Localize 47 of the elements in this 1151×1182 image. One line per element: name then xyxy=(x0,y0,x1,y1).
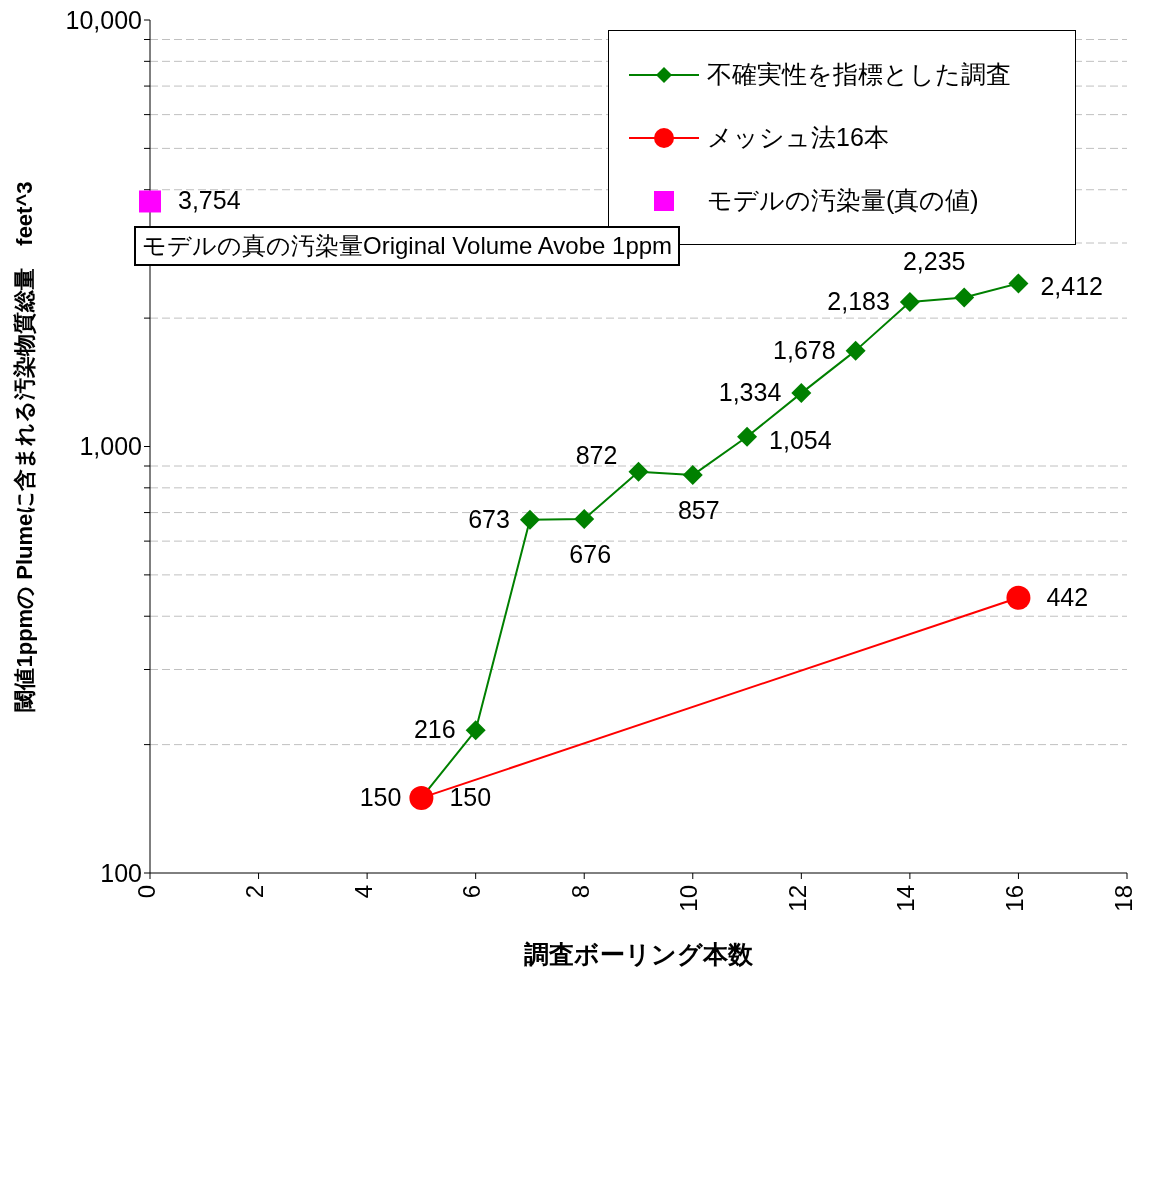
x-tick-label: 12 xyxy=(783,885,811,912)
data-label: 2,183 xyxy=(827,286,890,315)
data-label: 216 xyxy=(413,715,456,744)
data-label: 1,334 xyxy=(718,378,782,407)
point xyxy=(628,461,649,482)
x-tick-label: 14 xyxy=(892,885,920,912)
legend-label: メッシュ法16本 xyxy=(707,122,889,153)
data-label: 1,678 xyxy=(773,335,836,364)
point xyxy=(954,287,975,308)
data-label: 676 xyxy=(569,540,612,569)
point xyxy=(1006,585,1031,610)
data-label: 673 xyxy=(468,504,510,533)
x-axis-title: 調査ボーリング本数 xyxy=(524,940,754,968)
point xyxy=(737,426,758,447)
x-tick-label: 8 xyxy=(566,885,594,899)
annotation: モデルの真の汚染量Original Volume Avobe 1ppm xyxy=(134,226,681,266)
x-tick-label: 2 xyxy=(241,885,269,899)
y-tick-label: 100 xyxy=(100,858,142,887)
data-label: 3,754 xyxy=(178,186,241,215)
data-label: 857 xyxy=(677,496,720,525)
x-tick-label: 16 xyxy=(1000,885,1028,912)
legend-label: 不確実性を指標とした調査 xyxy=(707,59,1011,90)
point xyxy=(682,465,703,486)
point xyxy=(519,509,540,530)
y-tick-label: 1,000 xyxy=(79,432,142,461)
point xyxy=(791,383,812,404)
x-tick-label: 18 xyxy=(1109,885,1137,912)
legend-label: モデルの汚染量(真の値) xyxy=(707,185,979,216)
data-label: 442 xyxy=(1046,582,1089,611)
data-label: 2,235 xyxy=(902,246,966,275)
point xyxy=(899,291,920,312)
point xyxy=(465,720,486,741)
data-label: 1,054 xyxy=(769,425,832,454)
x-tick-label: 6 xyxy=(458,885,486,899)
x-tick-label: 0 xyxy=(132,885,160,899)
point xyxy=(1008,273,1029,294)
point xyxy=(845,340,866,361)
y-axis-title: 閾値1ppmの Plumeに含まれる汚染物質総量 feet^3 xyxy=(11,181,37,712)
point xyxy=(574,509,595,530)
x-tick-label: 10 xyxy=(675,885,703,912)
data-label: 2,412 xyxy=(1040,272,1104,301)
y-tick-label: 10,000 xyxy=(65,5,142,34)
data-label: 150 xyxy=(449,782,492,811)
data-label: 872 xyxy=(575,440,618,469)
x-tick-label: 4 xyxy=(349,885,377,899)
point xyxy=(139,190,161,213)
data-label: 150 xyxy=(359,782,402,811)
